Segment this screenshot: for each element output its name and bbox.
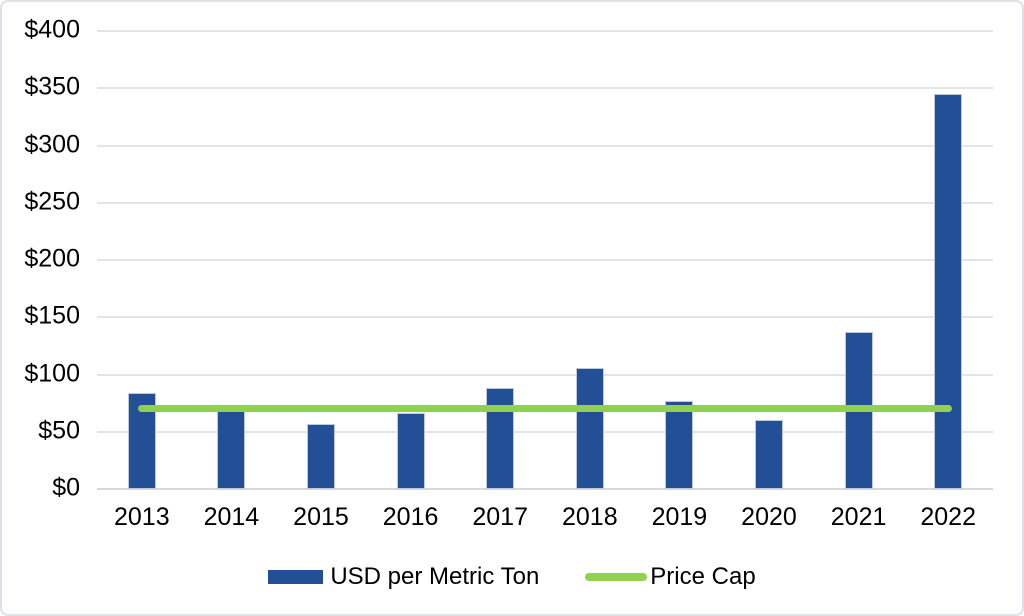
x-tick-label: 2015 [293,503,349,531]
gridline [97,259,993,261]
gridline [97,373,993,376]
x-tick-label: 2013 [113,503,170,531]
gridline [97,316,993,319]
gridline [97,87,993,90]
x-tick-label: 2019 [651,503,708,531]
x-axis-line [97,488,993,490]
y-tick-label: $100 [24,358,80,387]
x-tick-label: 2021 [830,503,887,531]
gridline [97,430,993,433]
price-cap-line [137,405,953,413]
plot-area [97,30,993,490]
legend-label-price-cap: Price Cap [650,563,756,590]
bar-2019 [665,400,694,489]
x-tick-label: 2022 [920,503,976,531]
x-tick-label: 2014 [203,503,260,531]
legend-item-price-cap: Price Cap [585,563,756,591]
gridline [97,30,993,32]
y-tick-label: $150 [24,301,80,330]
gridline [97,144,993,147]
line-swatch-icon [585,573,648,581]
bar-2017 [486,388,515,489]
bar-2020 [755,420,783,489]
x-tick-label: 2016 [382,503,439,531]
y-tick-label: $300 [24,129,80,158]
bar-swatch-icon [268,570,324,584]
legend-item-usd-per-metric-ton: USD per Metric Ton [268,563,539,591]
legend-label-usd-per-metric-ton: USD per Metric Ton [330,563,540,590]
y-tick-label: $350 [24,72,80,101]
legend: USD per Metric Ton Price Cap [2,562,1022,592]
bar-2015 [307,423,335,489]
x-tick-label: 2017 [472,503,528,531]
y-tick-label: $200 [24,244,80,273]
bar-2022 [934,93,963,489]
bar-2016 [396,413,425,489]
x-tick-label: 2018 [561,503,618,531]
y-tick-label: $400 [24,15,80,44]
bar-2014 [217,411,246,489]
gridline [97,201,993,204]
y-tick-label: $50 [38,416,80,445]
bar-2018 [575,367,604,489]
y-tick-label: $250 [24,187,80,216]
y-tick-label: $0 [52,473,80,502]
x-tick-label: 2020 [741,503,797,531]
